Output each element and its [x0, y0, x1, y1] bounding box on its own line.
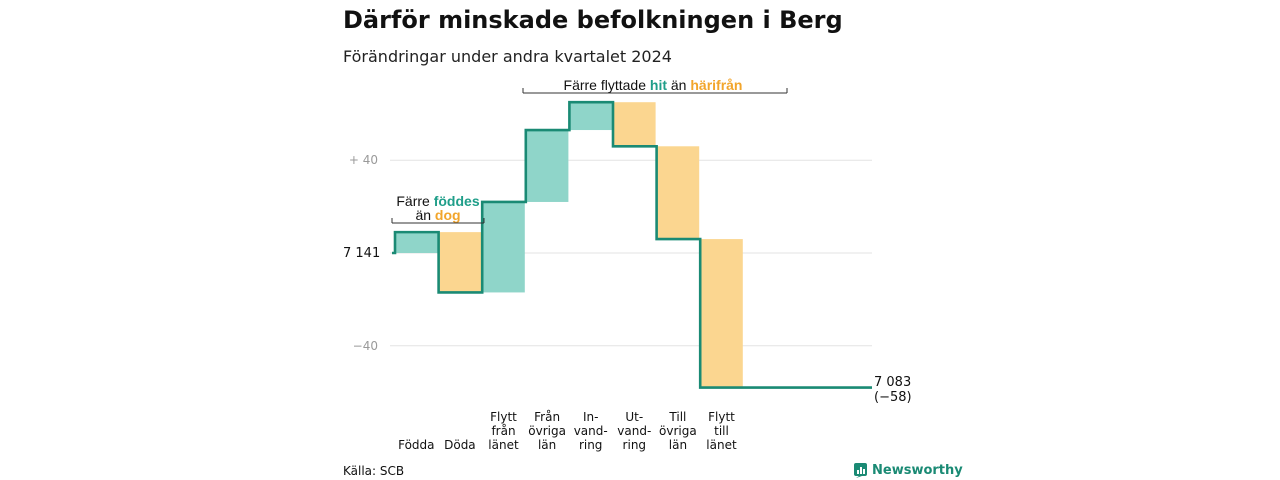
category-label: vand-: [617, 424, 651, 438]
category-label: Födda: [398, 438, 434, 452]
bar-döda: [438, 232, 482, 293]
annotation-moves-hl1: hit: [650, 77, 667, 93]
bars: [395, 102, 743, 388]
newsworthy-logo[interactable]: Newsworthy: [854, 463, 963, 478]
bar-frånövrigalän: [525, 130, 569, 202]
bar-tillövrigalän: [656, 146, 700, 240]
gridlines: + 40 −40: [349, 153, 872, 353]
annotation-moves: Färre flyttade hit än härifrån: [522, 77, 788, 94]
end-value-label: 7 083: [874, 375, 911, 390]
category-label: Ut-: [625, 410, 643, 424]
bar-invandring: [569, 102, 612, 131]
category-label: övriga: [659, 424, 697, 438]
category-label: länet: [706, 438, 737, 452]
y-tick-label: −40: [353, 339, 378, 353]
category-label: Döda: [444, 438, 476, 452]
bar-flyttfrånlänet: [482, 201, 525, 293]
category-label: till: [714, 424, 729, 438]
step-line: [392, 100, 872, 389]
annotation-deaths-hl: dog: [435, 207, 461, 223]
svg-text:än dog: än dog: [415, 207, 460, 223]
category-label: ring: [623, 438, 647, 452]
annotation-moves-pre: Färre flyttade: [564, 77, 650, 93]
category-label: Flytt: [708, 410, 735, 424]
bar-födda: [395, 232, 438, 253]
chart-subtitle: Förändringar under andra kvartalet 2024: [343, 47, 672, 66]
category-label: ring: [579, 438, 603, 452]
annotation-births: Färre föddes än dog: [391, 193, 485, 224]
category-label: län: [538, 438, 556, 452]
category-label: vand-: [574, 424, 608, 438]
annotation-births-hl: föddes: [434, 193, 480, 209]
annotation-births-pre: Färre: [396, 193, 433, 209]
annotation-deaths-pre: än: [415, 207, 434, 223]
source-note: Källa: SCB: [343, 464, 404, 478]
chart-logo-icon: [854, 463, 867, 478]
annotation-moves-hl2: härifrån: [690, 77, 742, 93]
brand-name: Newsworthy: [872, 463, 963, 478]
category-label: län: [669, 438, 687, 452]
bar-utvandring: [613, 102, 656, 147]
category-label: In-: [583, 410, 598, 424]
cumulative-step-line: [392, 100, 872, 389]
base-value-label: 7 141: [343, 246, 380, 261]
annotation-moves-mid: än: [667, 77, 690, 93]
category-label: från: [491, 424, 515, 438]
svg-text:Färre föddes: Färre föddes: [396, 193, 479, 209]
category-label: Från: [534, 410, 560, 424]
y-tick-label: + 40: [349, 153, 378, 167]
end-change-label: (−58): [874, 390, 912, 405]
svg-text:Färre flyttade hit än härifrån: Färre flyttade hit än härifrån: [564, 77, 743, 93]
category-label: Till: [668, 410, 686, 424]
category-label: länet: [488, 438, 519, 452]
bar-flytttilllänet: [700, 239, 743, 388]
category-label: Flytt: [490, 410, 517, 424]
category-labels: Födda DödaFlyttfrånlänetFrånövrigalänIn-v…: [398, 410, 737, 452]
chart-title: Därför minskade befolkningen i Berg: [343, 6, 843, 34]
category-label: övriga: [528, 424, 566, 438]
